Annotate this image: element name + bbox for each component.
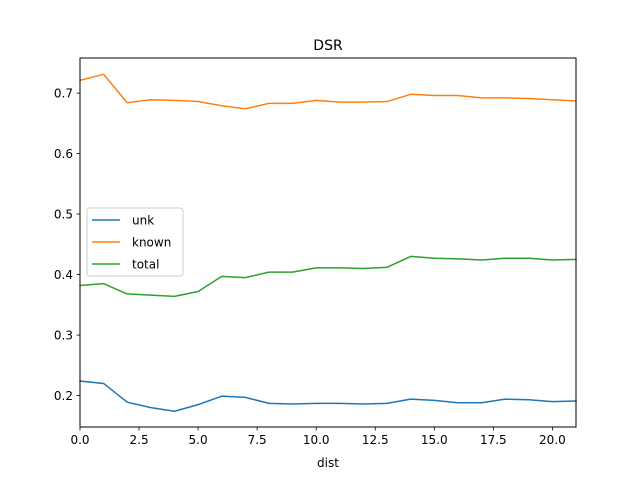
x-tick-label: 17.5: [480, 433, 507, 447]
x-tick-label: 7.5: [248, 433, 267, 447]
series-layer: [79, 73, 577, 413]
x-axis: 0.0 2.5 5.0 7.5 10.0 12.5 15.0 17.5 20.0: [70, 427, 566, 447]
y-tick-label: 0.5: [54, 208, 73, 222]
x-tick-label: 20.0: [539, 433, 566, 447]
legend-label-known: known: [132, 236, 171, 250]
x-tick-label: 5.0: [189, 433, 208, 447]
x-tick-label: 2.5: [130, 433, 149, 447]
legend: unk known total: [86, 207, 184, 277]
legend-label-unk: unk: [132, 214, 154, 228]
x-tick-label: 15.0: [421, 433, 448, 447]
x-tick-label: 12.5: [362, 433, 389, 447]
y-tick-label: 0.4: [54, 268, 73, 282]
x-tick-label: 0.0: [70, 433, 89, 447]
legend-box: [86, 207, 184, 277]
series-line-total: [79, 255, 577, 298]
legend-label-total: total: [132, 258, 159, 272]
y-tick-label: 0.2: [54, 389, 73, 403]
series-line-unk: [79, 380, 577, 413]
y-tick-label: 0.6: [54, 147, 73, 161]
series-line-known: [79, 73, 577, 110]
chart-title: DSR: [313, 38, 343, 54]
y-axis: 0.2 0.3 0.4 0.5 0.6 0.7: [54, 87, 80, 403]
plot-frame: [79, 57, 577, 428]
x-tick-label: 10.0: [303, 433, 330, 447]
x-axis-label: dist: [317, 456, 339, 470]
y-tick-label: 0.7: [54, 87, 73, 101]
y-tick-label: 0.3: [54, 329, 73, 343]
